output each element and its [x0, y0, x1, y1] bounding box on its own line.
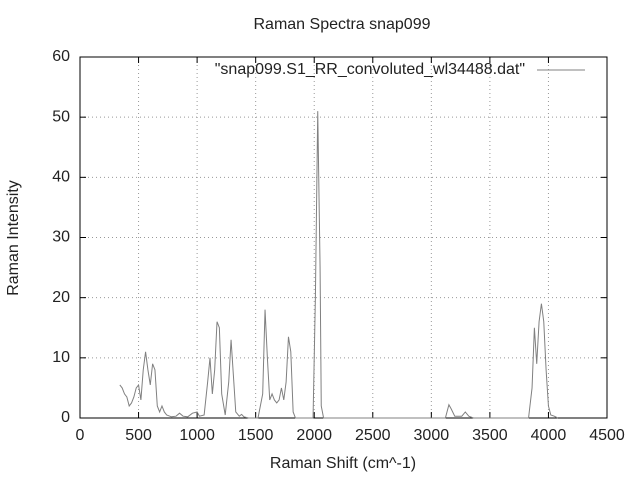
data-line: [119, 111, 559, 419]
x-tick-label: 3000: [414, 427, 450, 444]
y-tick-label: 60: [52, 48, 70, 65]
y-tick-label: 30: [52, 229, 70, 246]
y-axis-label: Raman Intensity: [5, 180, 22, 296]
x-tick-label: 3500: [472, 427, 508, 444]
y-tick-label: 40: [52, 169, 70, 186]
x-tick-label: 1000: [179, 427, 215, 444]
x-tick-label: 4500: [589, 427, 625, 444]
x-tick-label: 2500: [355, 427, 391, 444]
y-tick-label: 0: [61, 409, 70, 426]
x-tick-label: 500: [125, 427, 152, 444]
x-tick-label: 4000: [531, 427, 567, 444]
x-tick-label: 2000: [296, 427, 332, 444]
chart-title: Raman Spectra snap099: [254, 16, 431, 33]
y-tick-label: 10: [52, 349, 70, 366]
legend-label: "snap099.S1_RR_convoluted_wl34488.dat": [215, 61, 525, 78]
y-tick-label: 20: [52, 289, 70, 306]
y-tick-label: 50: [52, 108, 70, 125]
x-tick-label: 1500: [238, 427, 274, 444]
x-axis-label: Raman Shift (cm^-1): [270, 455, 416, 472]
plot-frame: [79, 56, 608, 419]
x-tick-label: 0: [76, 427, 85, 444]
